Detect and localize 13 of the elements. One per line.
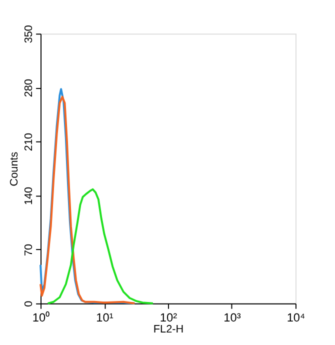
x-tick-label: 10¹ — [96, 310, 114, 325]
x-tick-label: 10⁰ — [32, 310, 50, 325]
x-tick-label: 10³ — [224, 310, 241, 325]
y-tick-label: 280 — [23, 79, 36, 98]
y-tick-label: 0 — [23, 300, 36, 307]
y-tick-label: 350 — [23, 25, 36, 44]
x-tick-label: 10⁴ — [286, 310, 306, 325]
y-tick-label: 210 — [23, 132, 36, 152]
y-tick-label: 70 — [23, 244, 36, 256]
x-tick-label: 10² — [160, 310, 178, 325]
y-tick-label: 140 — [23, 186, 36, 206]
x-axis-title: FL2-H — [153, 324, 184, 336]
y-axis-title: Counts — [8, 151, 20, 186]
